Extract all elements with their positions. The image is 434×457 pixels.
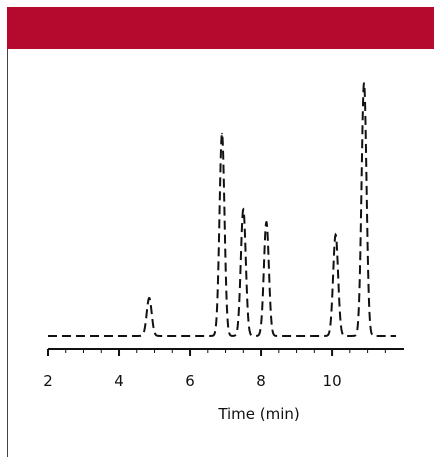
x-tick-label: 2 [43, 372, 53, 390]
x-tick-label: 6 [185, 372, 195, 390]
peak-4 [265, 221, 268, 223]
chromatogram-trace [48, 81, 396, 337]
x-axis-title: Time (min) [217, 405, 299, 423]
x-tick-label: 10 [323, 372, 342, 390]
x-ticks: 2 4 6 8 10 [43, 349, 386, 390]
x-tick-label: 8 [256, 372, 266, 390]
peak-5 [334, 233, 337, 236]
peak-2 [221, 132, 223, 135]
peak-6 [363, 82, 365, 84]
left-border [7, 49, 8, 457]
plot-area [48, 81, 396, 337]
peak-1 [148, 297, 151, 299]
x-tick-label: 4 [114, 372, 124, 390]
peak-3 [242, 208, 245, 211]
header-bar [7, 7, 434, 49]
